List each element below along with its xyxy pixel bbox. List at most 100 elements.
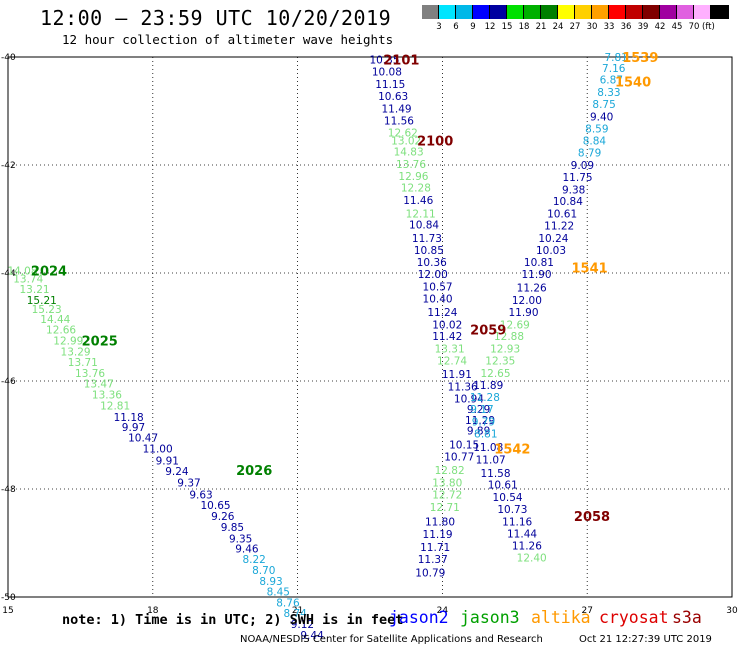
wave-height-value: 8.79 [578,148,601,160]
wave-height-value: 10.40 [423,293,453,305]
wave-height-value: 13.31 [435,344,465,356]
color-scale-label: 30 [586,22,598,32]
wave-height-value: 10.73 [497,504,527,516]
wave-height-value: 8.84 [583,136,607,148]
y-tick-label: -42 [1,161,16,171]
wave-height-value: 11.44 [507,528,537,540]
wave-height-value: 11.36 [448,381,478,393]
wave-height-value: 7.81 [604,52,627,64]
chart-title: 12:00 – 23:59 UTC 10/20/2019 [40,6,392,30]
wave-height-value: 11.91 [442,369,472,381]
wave-height-value: 11.28 [470,392,500,404]
wave-height-value: 14.44 [40,314,70,326]
color-scale-unit: (ft) [702,22,715,32]
color-swatch [609,5,626,19]
y-tick-label: -48 [1,485,16,495]
wave-height-value: 8.22 [242,554,265,566]
wave-height-value: 9.46 [235,543,259,555]
wave-height-value: 13.02 [391,136,421,148]
wave-height-value: 11.90 [521,269,551,281]
color-swatch [541,5,558,19]
wave-height-value: 11.42 [432,331,462,343]
pass-time-label: 1542 [494,443,530,458]
color-scale-label: 45 [671,22,683,32]
wave-height-value: 11.24 [427,307,457,319]
wave-height-value: 10.77 [444,452,474,464]
wave-height-value: 8.59 [585,123,608,135]
wave-height-value: 9.24 [165,466,189,478]
wave-height-value: 9.63 [189,489,212,501]
x-tick-label: 15 [2,606,13,616]
wave-height-value: 10.08 [372,67,402,79]
wave-height-value: 8.93 [259,576,282,588]
wave-height-value: 9.17 [470,404,493,416]
y-tick-label: -46 [1,377,16,387]
wave-height-value: 10.63 [378,91,408,103]
color-swatch [439,5,456,19]
color-scale-label: 33 [603,22,615,32]
wave-height-value: 10.35 [369,55,399,67]
wave-height-value: 9.85 [221,522,244,534]
wave-height-value: 12.65 [480,368,510,380]
wave-height-value: 10.47 [128,433,158,445]
y-tick-label: -40 [1,53,16,63]
color-scale-label: 6 [453,22,459,32]
wave-height-value: 13.21 [20,284,50,296]
color-scale-label: 15 [501,22,513,32]
wave-height-value: 11.49 [382,103,412,115]
wave-height-value: 10.54 [493,492,523,504]
wave-height-value: 6.87 [600,75,623,87]
wave-height-value: 11.26 [517,283,547,295]
satellite-jason3: jason3 [460,608,520,627]
wave-height-value: 11.73 [412,233,442,245]
pass-time-label: 2058 [574,510,610,525]
wave-height-value: 12.99 [53,336,83,348]
color-swatch [524,5,541,19]
wave-height-value: 9.44 [300,630,324,642]
wave-height-value: 9.38 [562,184,585,196]
wave-height-value: 8.45 [267,587,290,599]
wave-height-value: 9.29 [467,404,490,416]
wave-height-value: 13.74 [13,273,43,285]
wave-height-value: 11.56 [384,116,414,128]
note-text: note: 1) Time is in UTC; 2) SWH is in fe… [62,612,404,628]
wave-height-value: 12.96 [398,171,428,183]
y-tick-label: -44 [1,269,16,279]
wave-height-value: 9.26 [211,511,235,523]
wave-height-value: 13.29 [61,346,91,358]
color-scale-label: 21 [535,22,547,32]
wave-height-value: 11.90 [508,307,538,319]
pass-time-label: 2100 [417,135,453,150]
satellite-s3a: s3a [672,608,702,627]
wave-height-value: 8.75 [592,99,615,111]
wave-height-value: 15.23 [32,304,62,316]
pass-time-label: 2024 [31,264,67,279]
satellite-jason2: jason2 [389,608,449,627]
source-credit: NOAA/NESDIS Center for Satellite Applica… [240,634,543,645]
wave-height-value: 10.61 [488,480,518,492]
color-scale-label: 3 [436,22,442,32]
color-swatch [558,5,575,19]
wave-height-value: 10.36 [417,257,447,269]
color-scale-label: 24 [552,22,564,32]
wave-height-value: 10.24 [538,233,568,245]
wave-height-value: 8.76 [276,597,300,609]
wave-height-value: 11.26 [512,541,542,553]
x-tick-label: 18 [147,606,159,616]
x-tick-label: 24 [437,606,449,616]
color-scale-label: 27 [569,22,581,32]
wave-height-value: 11.19 [423,529,453,541]
wave-height-value: 11.89 [473,380,503,392]
wave-height-value: 10.65 [201,500,231,512]
wave-height-value: 10.03 [536,245,566,257]
wave-height-value: 11.75 [563,172,593,184]
wave-height-value: 11.46 [403,195,433,207]
wave-height-value: 10.57 [423,282,453,294]
wave-height-value: 13.76 [396,159,426,171]
color-swatch [626,5,643,19]
x-tick-label: 27 [581,606,592,616]
color-swatch [660,5,677,19]
wave-height-value: 7.16 [602,63,626,75]
